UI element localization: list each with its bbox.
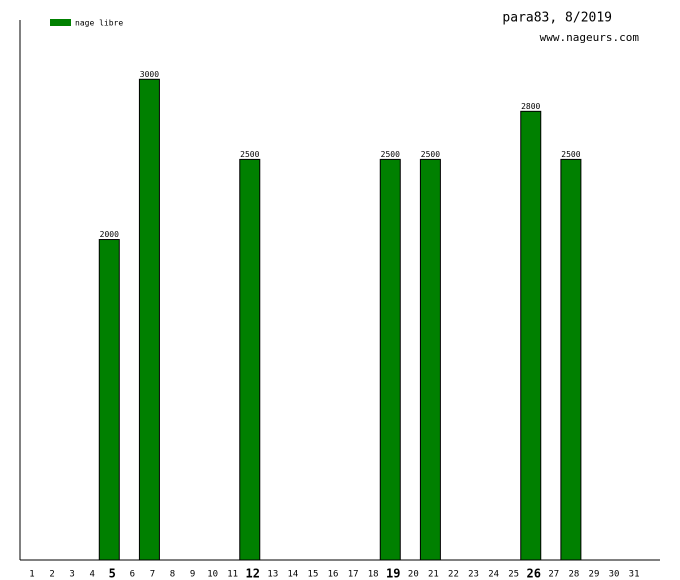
x-tick-label: 8 [170,570,175,580]
x-tick-label: 19 [386,567,400,580]
value-label: 2000 [100,230,119,239]
x-tick-label: 1 [29,570,34,580]
x-tick-label: 25 [508,570,519,580]
x-tick-label: 6 [130,570,135,580]
bar [560,158,582,561]
x-tick-label: 13 [267,570,278,580]
x-tick-label: 4 [89,570,94,580]
x-tick-label: 20 [408,570,419,580]
legend-label: nage libre [75,19,123,28]
x-tick-label: 5 [109,567,116,580]
bar [379,158,401,561]
value-label: 3000 [140,70,159,79]
x-tick-label: 24 [488,570,499,580]
value-label: 2500 [561,150,580,159]
x-tick-label: 31 [629,570,640,580]
x-tick-label: 21 [428,570,439,580]
value-label: 2500 [240,150,259,159]
x-tick-label: 27 [548,570,559,580]
x-tick-label: 2 [49,570,54,580]
x-tick-label: 11 [227,570,238,580]
value-label: 2800 [521,102,540,111]
x-tick-label: 22 [448,570,459,580]
x-tick-label: 18 [368,570,379,580]
x-tick-label: 3 [69,570,74,580]
x-tick-label: 17 [348,570,359,580]
x-tick-label: 16 [328,570,339,580]
x-tick-label: 7 [150,570,155,580]
bar [138,78,160,561]
bar [98,239,120,561]
bar [520,110,542,561]
x-tick-label: 29 [589,570,600,580]
x-tick-label: 14 [287,570,298,580]
x-tick-label: 15 [308,570,319,580]
value-label: 2500 [421,150,440,159]
value-label: 2500 [381,150,400,159]
x-tick-label: 30 [609,570,620,580]
x-tick-label: 9 [190,570,195,580]
legend-swatch [50,19,71,26]
x-tick-label: 23 [468,570,479,580]
chart-subtitle: www.nageurs.com [540,31,640,44]
x-tick-label: 12 [246,567,260,580]
x-tick-label: 10 [207,570,218,580]
bar [419,158,441,561]
chart-title: para83, 8/2019 [502,11,612,26]
bar [239,158,261,561]
x-tick-label: 28 [568,570,579,580]
x-tick-label: 26 [527,567,541,580]
